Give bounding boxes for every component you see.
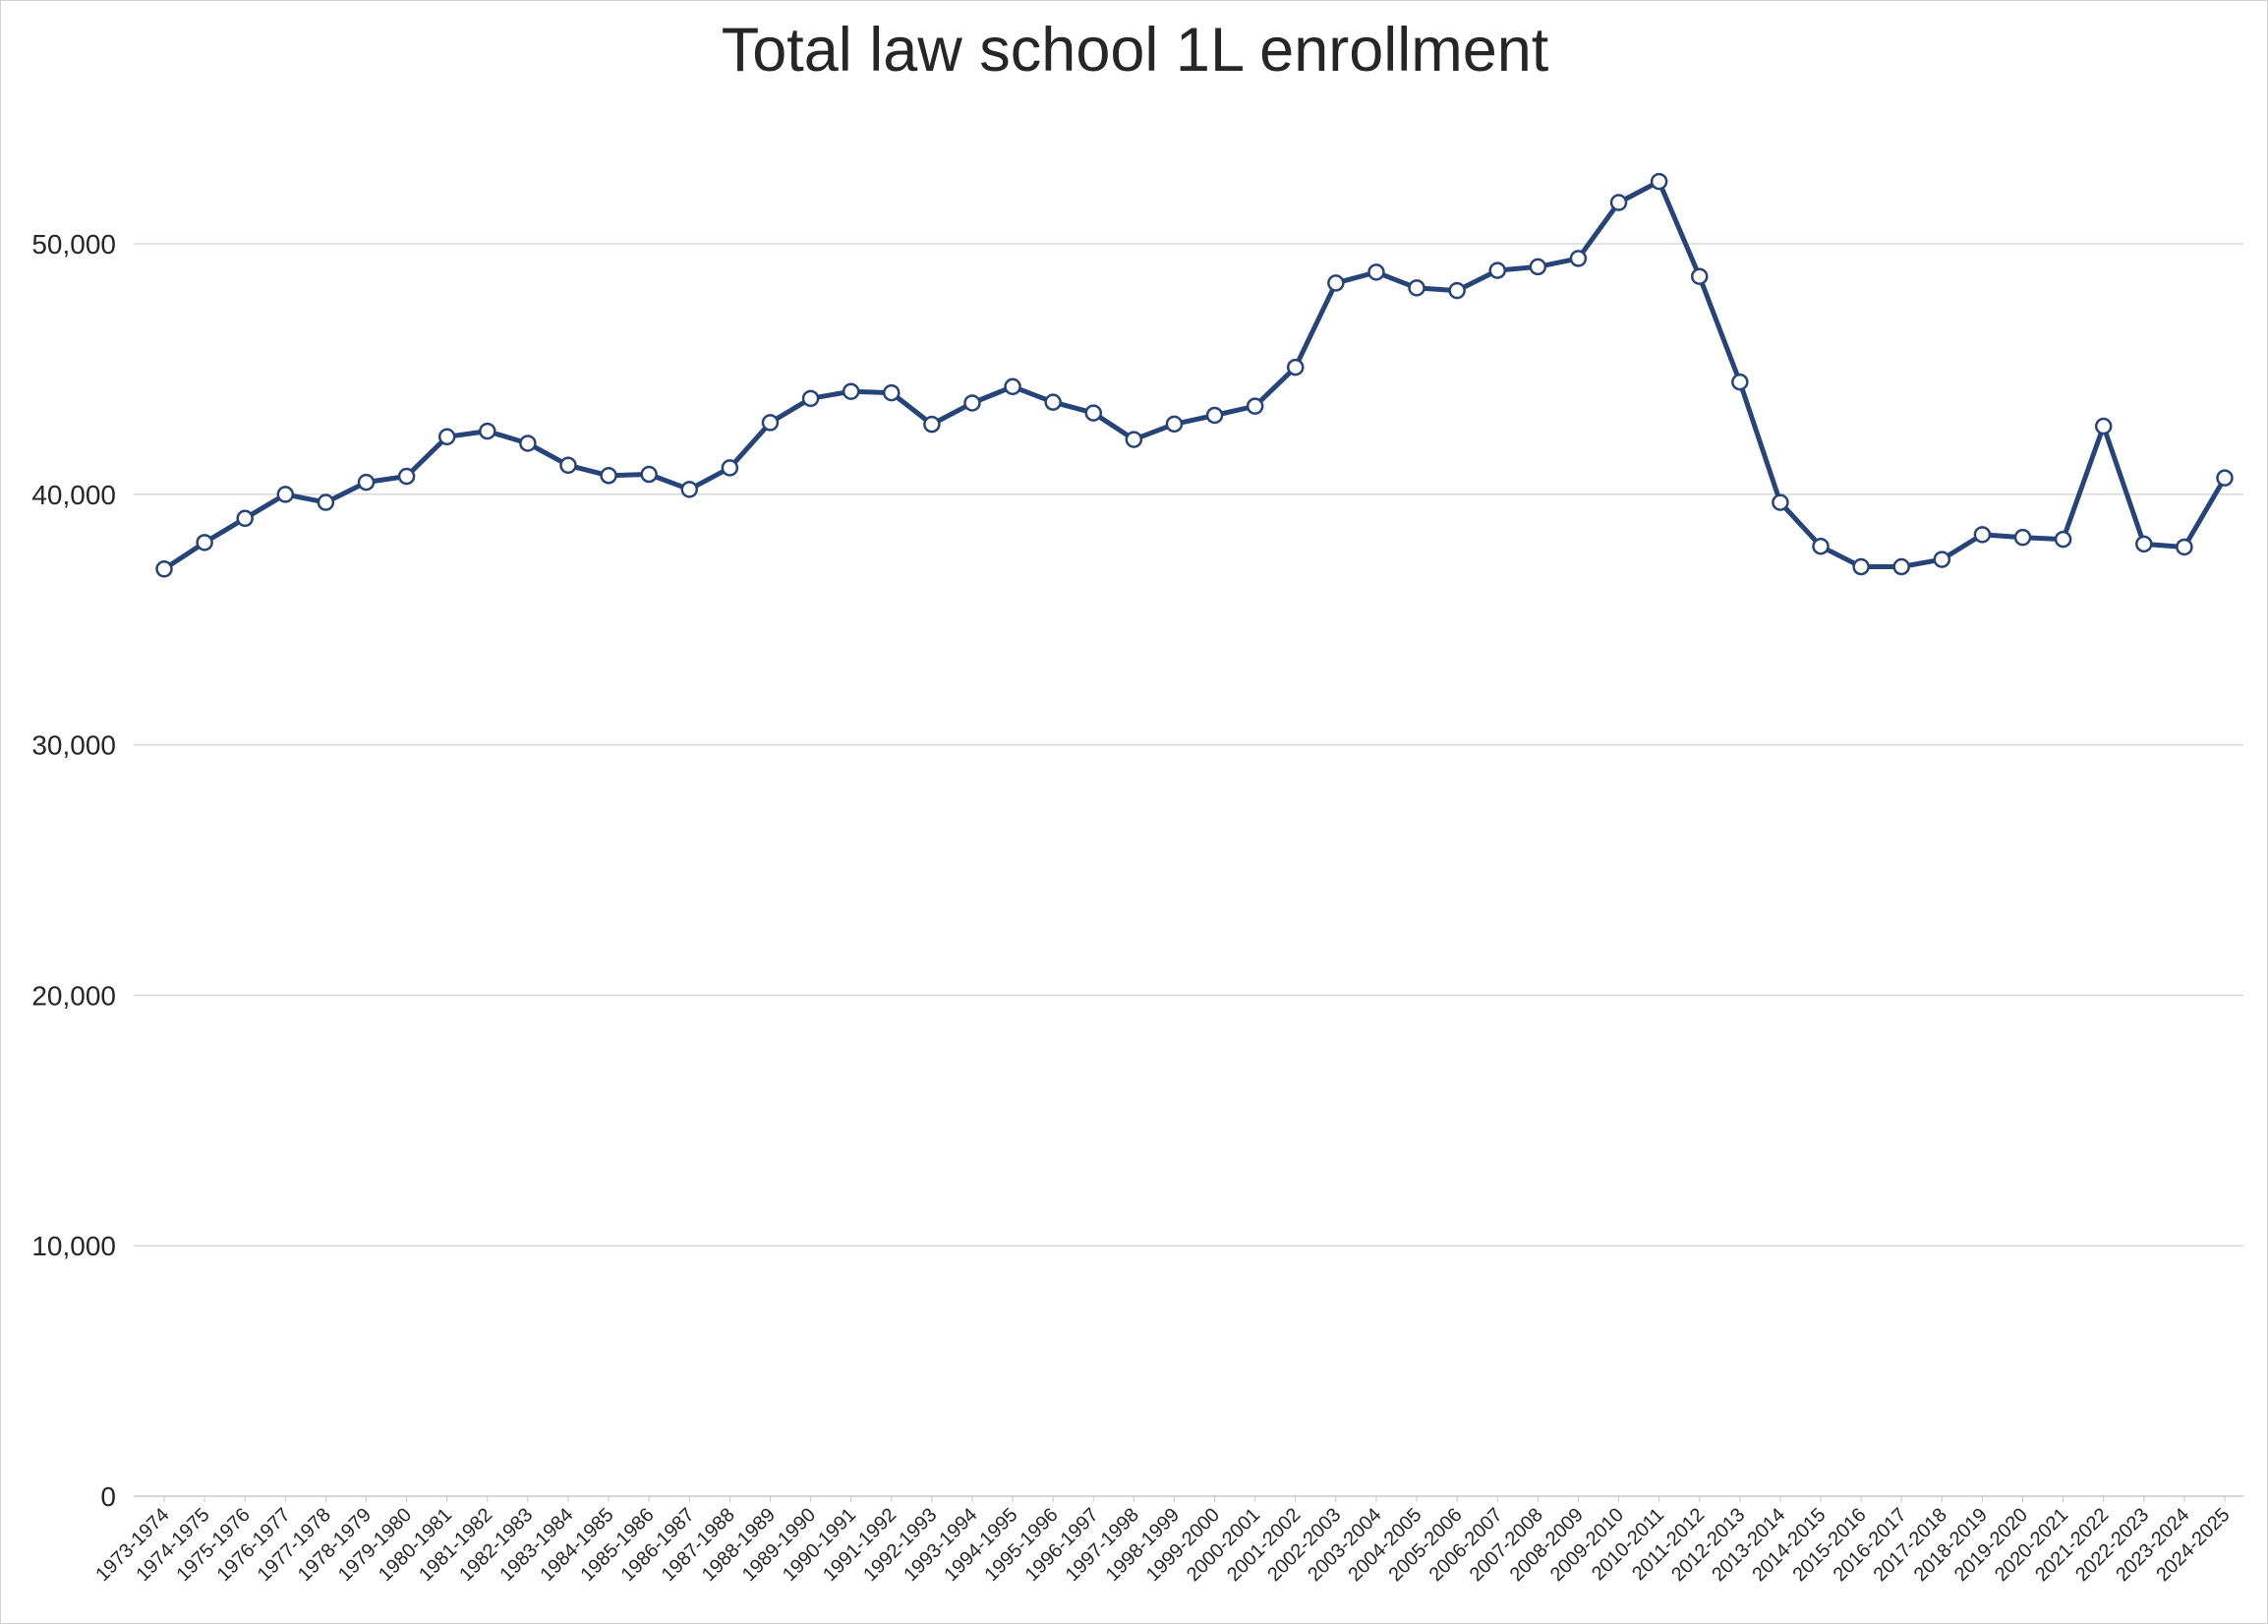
data-point (1933, 551, 1951, 568)
data-point (2216, 469, 2234, 487)
data-point (842, 382, 860, 400)
data-point (1772, 493, 1789, 511)
data-point (1892, 557, 1910, 576)
data-point (397, 467, 416, 486)
data-point (1569, 250, 1588, 267)
data-point (1408, 279, 1425, 297)
y-tick-label: 20,000 (31, 980, 116, 1011)
data-point (1488, 261, 1506, 279)
data-point (1690, 267, 1709, 285)
data-point (1165, 415, 1184, 434)
chart-title: Total law school 1L enrollment (721, 16, 1549, 85)
data-point (640, 465, 658, 484)
data-point (236, 509, 254, 528)
y-tick-label: 40,000 (31, 480, 116, 510)
data-point (1246, 397, 1264, 415)
gridlines (134, 243, 2243, 1502)
y-axis-tick-labels: 0 10,000 20,000 30,000 40,000 50,000 (31, 229, 116, 1512)
data-point (1529, 258, 1547, 276)
data-point (357, 473, 376, 492)
data-point (317, 493, 335, 511)
data-point (923, 415, 941, 434)
data-point (1327, 274, 1345, 292)
data-point (2094, 417, 2113, 435)
data-point (1286, 358, 1305, 377)
data-point (761, 414, 780, 432)
data-point (519, 435, 537, 452)
data-point (155, 560, 173, 578)
data-point (1650, 172, 1668, 191)
data-point (2013, 528, 2032, 547)
data-point (2176, 538, 2193, 556)
data-point (600, 467, 617, 485)
data-point (1609, 194, 1628, 211)
data-point (1125, 431, 1143, 448)
data-point (1367, 263, 1385, 281)
data-point (2054, 530, 2072, 549)
data-point (883, 383, 901, 402)
data-point (1812, 537, 1830, 555)
data-point (801, 389, 820, 408)
data-point (1004, 377, 1021, 396)
y-tick-label: 10,000 (31, 1231, 116, 1261)
series-line-layer (161, 179, 2228, 572)
data-point (559, 456, 577, 475)
data-point (1448, 281, 1466, 300)
data-point (437, 428, 456, 446)
y-tick-label: 50,000 (31, 229, 116, 260)
data-point (963, 394, 981, 412)
data-point (721, 459, 739, 477)
data-point (2135, 535, 2153, 553)
data-point (479, 422, 496, 440)
data-point (1973, 526, 1992, 544)
x-axis-tick-labels: 1973-19741974-19751975-19761976-19771977… (91, 1504, 2234, 1586)
data-point (276, 486, 295, 503)
data-point (1044, 393, 1062, 411)
data-point (196, 534, 213, 551)
data-point (1852, 557, 1870, 576)
data-point (680, 481, 699, 498)
data-point (1084, 404, 1103, 422)
series-line (161, 179, 2228, 572)
series-markers (155, 172, 2234, 578)
y-tick-label: 30,000 (31, 730, 116, 761)
data-point (1731, 373, 1749, 391)
data-point (1205, 406, 1224, 425)
y-tick-label: 0 (100, 1481, 116, 1512)
